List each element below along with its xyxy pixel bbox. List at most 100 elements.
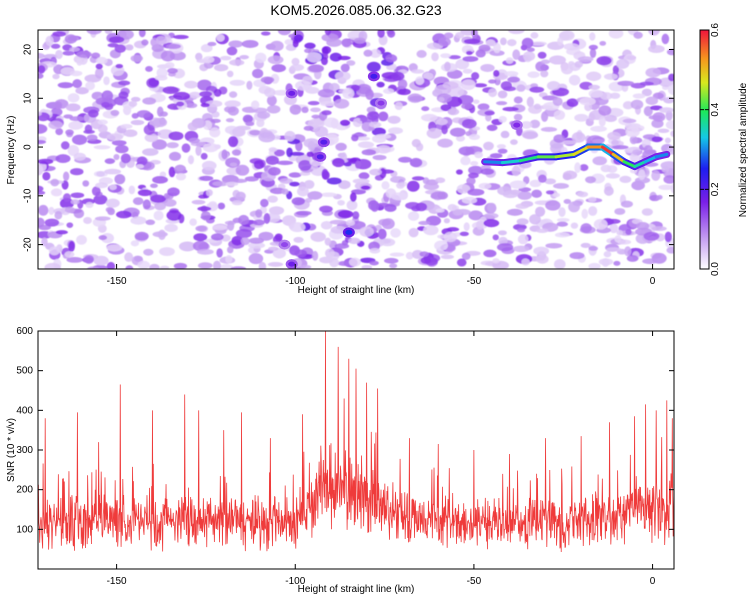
spectrogram-cell: [512, 245, 530, 253]
y-tick-label: 500: [16, 366, 33, 377]
spectrogram-cell: [545, 242, 563, 249]
spectrogram-cell: [138, 30, 146, 38]
spectrogram-cell: [93, 194, 108, 205]
spectrogram-cell: [167, 187, 180, 197]
spectrogram-cell: [633, 31, 643, 39]
spectrogram-cell: [115, 210, 132, 219]
spectrogram-cell: [389, 63, 397, 70]
spectrogram-cell: [421, 106, 430, 112]
spectrogram-cell: [55, 154, 71, 164]
spectrogram-cell: [93, 170, 108, 178]
spectrogram-cell: [55, 128, 64, 136]
spectrogram-cell: [438, 37, 451, 47]
feature-spot: [513, 122, 521, 128]
spectrogram-cell: [249, 129, 261, 136]
spectrogram-cell: [421, 113, 438, 122]
spectrogram-cell: [248, 253, 264, 265]
spectrogram-cell: [268, 206, 285, 215]
x-tick-label: -150: [107, 276, 127, 287]
spectrogram-cell: [168, 151, 182, 161]
spectrogram-cell: [381, 218, 395, 230]
spectrogram-noise-field: [38, 30, 674, 269]
spectrogram-cell: [200, 211, 211, 221]
spectrogram-cell: [260, 198, 269, 208]
spectrogram-cell: [629, 135, 638, 145]
spectrogram-cell: [529, 86, 545, 93]
spectrogram-cell: [643, 145, 653, 155]
spectrogram-cell: [622, 101, 634, 110]
spectrogram-cell: [154, 202, 166, 211]
spectrogram-cell: [98, 235, 108, 241]
spectrogram-cell: [85, 81, 96, 91]
spectrogram-cell: [443, 32, 454, 39]
feature-spot: [320, 139, 328, 145]
spectrogram-cell: [142, 97, 157, 105]
spectrogram-cell: [492, 258, 500, 264]
spectrogram-cell: [559, 140, 577, 145]
spectrogram-cell: [475, 49, 486, 58]
ridge-segment: [554, 152, 576, 159]
spectrogram-cell: [384, 257, 399, 264]
spectrogram-cell: [326, 251, 340, 261]
spectrogram-cell: [195, 225, 208, 232]
spectrogram-cell: [509, 180, 527, 189]
spectrogram-cell: [563, 43, 580, 51]
spectrogram-cell: [516, 84, 526, 92]
spectrogram-cell: [607, 131, 621, 141]
spectrogram-cell: [588, 89, 604, 98]
spectrogram-cell: [383, 88, 395, 95]
spectrogram-cell: [507, 76, 521, 83]
spectrogram-cell: [437, 234, 449, 239]
spectrogram-cell: [474, 151, 484, 159]
spectrogram-cell: [483, 46, 491, 52]
spectrogram-cell: [455, 135, 466, 142]
spectrogram-cell: [235, 164, 250, 176]
spectrogram-cell: [132, 197, 144, 206]
spectrogram-cell: [321, 110, 332, 116]
spectrogram-cell: [444, 61, 451, 72]
spectrogram-cell: [76, 50, 92, 58]
spectrogram-cell: [68, 241, 75, 252]
spectrogram-cell: [546, 81, 561, 91]
feature-spot: [281, 242, 289, 248]
spectrogram-cell: [38, 123, 48, 134]
spectrogram-cell: [258, 131, 276, 143]
spectrogram-cell: [496, 243, 514, 252]
spectrogram-cell: [656, 194, 663, 200]
spectrogram-cell: [258, 231, 274, 241]
spectrogram-cell: [256, 118, 265, 128]
spectrogram-cell: [556, 221, 569, 227]
snr-series-line: [38, 331, 674, 552]
spectrogram-cell: [154, 75, 168, 81]
spectrogram-cell: [381, 181, 390, 190]
spectrogram-cell: [629, 153, 639, 162]
spectrogram-cell: [93, 145, 111, 150]
spectrogram-cell: [483, 219, 500, 228]
spectrogram-cell: [263, 213, 271, 224]
spectrogram-cell: [176, 101, 185, 107]
spectrogram-cell: [665, 110, 673, 121]
colorbar-ticks: 0.0 0.2 0.4 0.6: [700, 23, 721, 276]
spectrogram-cell: [291, 57, 300, 66]
spectrogram-cell: [616, 229, 624, 236]
spectrogram-cell: [521, 258, 530, 266]
spectrogram-cell: [235, 191, 246, 201]
spectrogram-cell: [319, 101, 337, 107]
spectrogram-cell: [110, 109, 120, 117]
spectrogram-cell: [601, 258, 610, 267]
spectrogram-cell: [329, 258, 340, 268]
spectrogram-cell: [603, 186, 614, 196]
spectrogram-cell: [307, 100, 320, 106]
figure-title: KOM5.2026.085.06.32.G23: [270, 2, 441, 18]
spectrogram-cell: [376, 202, 390, 208]
spectrogram-cell: [168, 166, 176, 178]
y-tick-label: 10: [23, 92, 34, 104]
spectrogram-cell: [443, 231, 458, 243]
spectrogram-cell: [520, 121, 533, 129]
spectrogram-cell: [645, 96, 659, 106]
spectrogram-cell: [214, 64, 229, 72]
spectrogram-cell: [311, 114, 321, 119]
spectrogram-cell: [460, 79, 476, 91]
spectrogram-cell: [296, 186, 309, 197]
spectrogram-cell: [225, 255, 233, 264]
